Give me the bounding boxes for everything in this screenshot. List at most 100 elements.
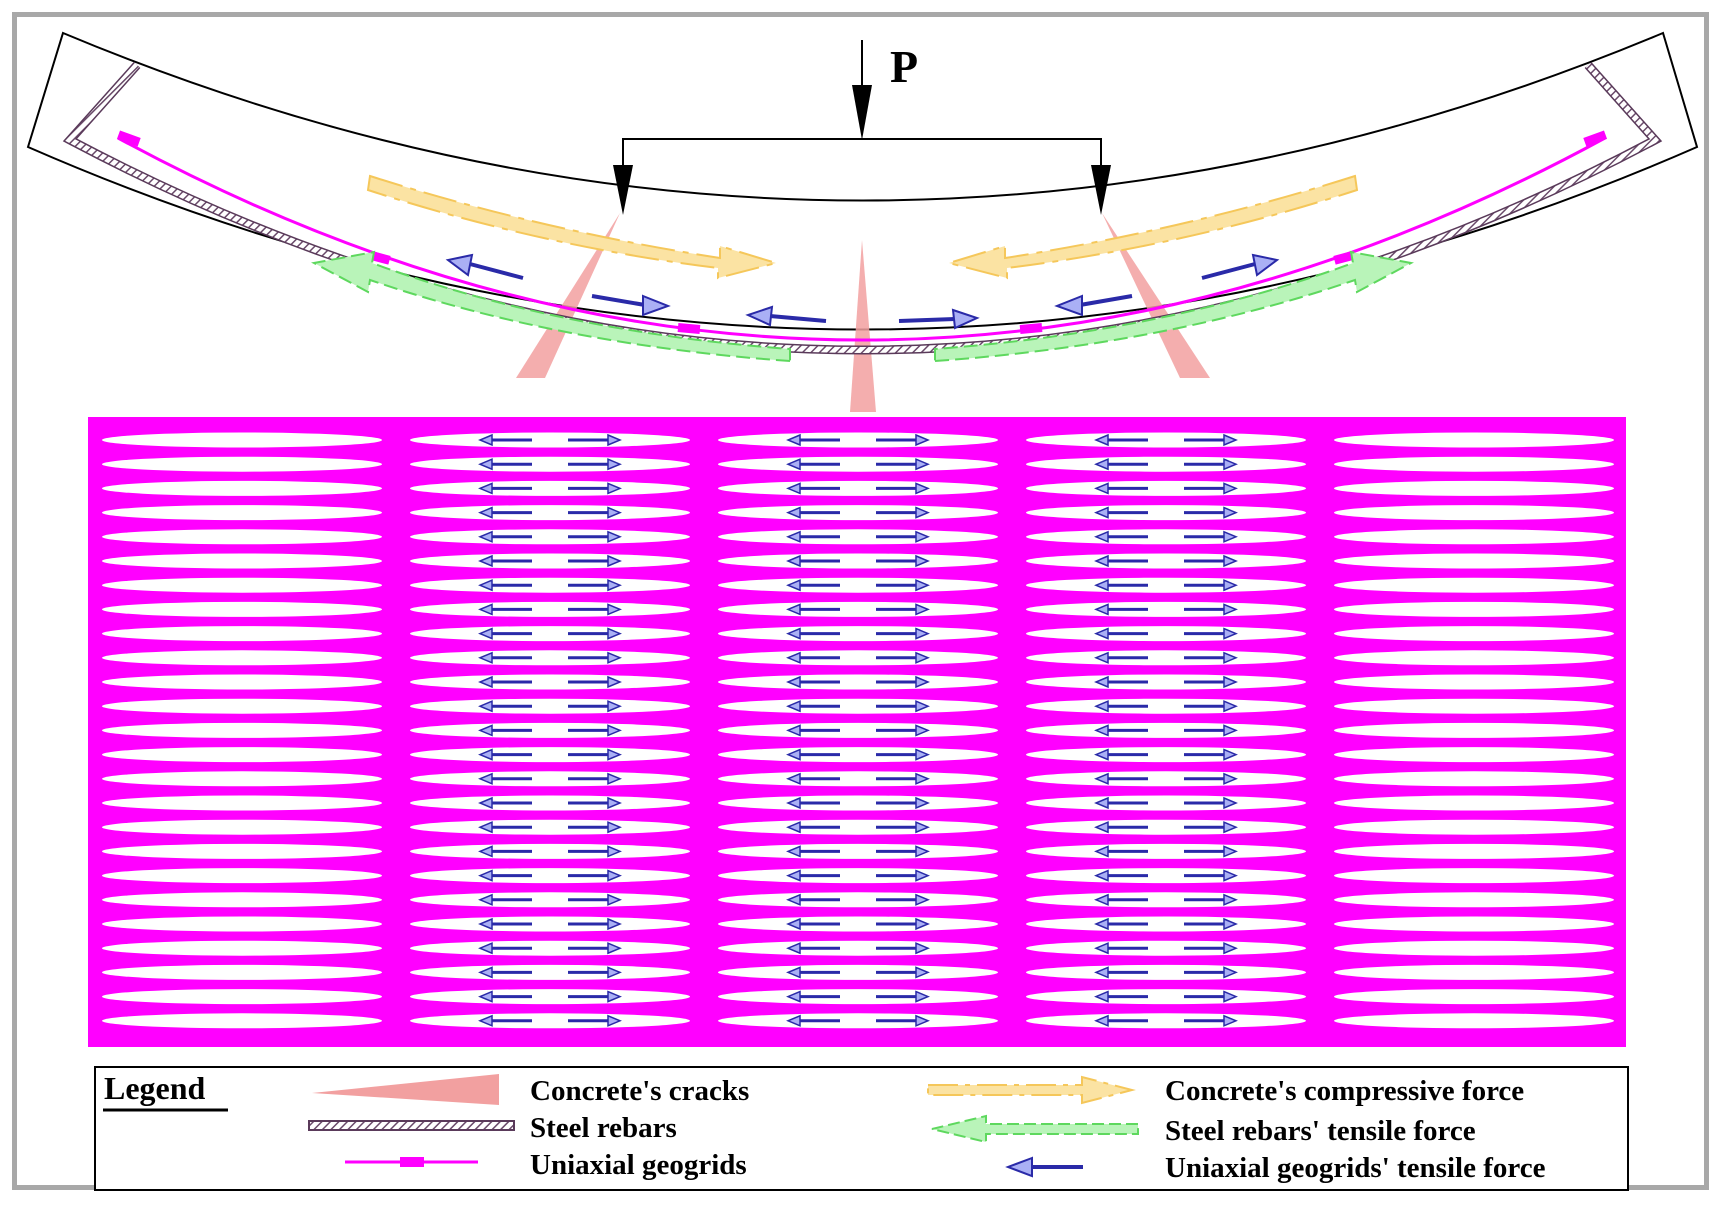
geogrid-tension-arrow — [1184, 796, 1238, 810]
geogrid-tension-arrow — [1184, 893, 1238, 906]
steel-tension-arrow-right — [934, 250, 1414, 363]
geogrid-tension-arrow — [876, 554, 930, 568]
geogrid-tension-arrow — [1094, 651, 1148, 664]
geogrid-aperture — [102, 771, 382, 787]
geogrid-tension-arrow — [1094, 917, 1148, 931]
geogrid-aperture — [718, 456, 998, 472]
geogrid-aperture — [102, 989, 382, 1005]
geogrid-aperture — [102, 819, 382, 835]
geogrid-tension-arrow — [568, 651, 622, 664]
geogrid-aperture — [1334, 1013, 1614, 1029]
geogrid-tension-arrow — [1184, 603, 1238, 616]
geogrid-tension-arrow — [786, 845, 840, 858]
curved-beam — [26, 31, 1699, 331]
compressive-force-arrows — [366, 174, 1359, 280]
geogrid-aperture — [410, 456, 690, 472]
geogrid-aperture — [102, 626, 382, 642]
geogrid-tension-arrow — [1184, 772, 1238, 785]
geogrid-aperture — [410, 505, 690, 521]
geogrid-tension-arrow — [568, 869, 622, 882]
geogrid-aperture — [1026, 819, 1306, 835]
geogrid-tension-arrow — [478, 530, 532, 543]
geogrid-tension-arrow — [1184, 530, 1238, 543]
geogrid-aperture — [718, 771, 998, 787]
beam-arrow-6 — [1201, 253, 1280, 280]
geogrid-aperture — [102, 432, 382, 448]
geogrid-tension-arrow — [568, 990, 622, 1003]
geogrid-aperture — [1334, 868, 1614, 884]
geogrid-tension-arrow — [478, 675, 532, 689]
geogrid-tension-arrow — [876, 990, 930, 1003]
geogrid-aperture — [1026, 771, 1306, 787]
geogrid-aperture — [1334, 505, 1614, 521]
geogrid-tension-arrow — [1094, 700, 1148, 713]
geogrid-tension-arrow — [568, 748, 622, 761]
geogrid-tension-arrow — [1184, 554, 1238, 568]
geogrid-aperture — [410, 940, 690, 956]
geogrid-aperture — [410, 916, 690, 932]
geogrid-tension-arrow — [1184, 458, 1238, 471]
geogrid-tension-arrow — [478, 845, 532, 858]
geogrid-aperture — [1026, 964, 1306, 980]
geogrid-aperture — [1334, 698, 1614, 714]
geogrid-aperture — [1026, 843, 1306, 859]
geogrid-aperture — [410, 577, 690, 593]
beam-arrow-3 — [745, 305, 827, 327]
beam-arrow-1 — [445, 253, 524, 280]
geogrid-tension-arrow — [786, 821, 840, 834]
geogrid-tension-arrow — [786, 772, 840, 785]
geogrid-tension-arrow — [1184, 966, 1238, 979]
geogrid-tension-arrow — [568, 506, 622, 519]
geogrid-aperture — [1026, 577, 1306, 593]
geogrid-aperture — [718, 964, 998, 980]
geogrid-aperture — [102, 892, 382, 908]
geogrid-aperture — [718, 747, 998, 763]
geogrid-aperture — [410, 868, 690, 884]
geogrid-tension-arrow — [876, 433, 930, 447]
geogrid-tension-arrow — [478, 917, 532, 931]
concrete-cracks — [516, 213, 1210, 412]
geogrid-tension-arrow — [786, 1014, 840, 1027]
geogrid-tension-arrow — [876, 603, 930, 616]
geogrid-tension-arrow — [786, 942, 840, 955]
geogrid-aperture — [1334, 480, 1614, 496]
geogrid-mesh-panel — [88, 417, 1626, 1047]
geogrid-tension-arrow — [876, 845, 930, 858]
geogrid-tension-arrow — [786, 796, 840, 810]
geogrid-tension-arrow — [1094, 724, 1148, 737]
geogrid-tension-arrow — [876, 942, 930, 955]
geogrid-tension-arrow — [478, 651, 532, 664]
geogrid-tension-arrow — [478, 772, 532, 785]
geogrid-line — [117, 136, 1606, 342]
geogrid-tension-arrow — [1094, 966, 1148, 979]
geogrid-tension-arrow — [568, 458, 622, 471]
geogrid-tension-arrow — [1094, 530, 1148, 543]
geogrid-aperture — [102, 553, 382, 569]
geogrid-tension-arrow — [1184, 700, 1238, 713]
geogrid-tension-arrow — [786, 724, 840, 737]
geogrid-aperture — [410, 553, 690, 569]
geogrid-aperture — [1026, 795, 1306, 811]
geogrid-aperture — [1026, 868, 1306, 884]
geogrid-tension-arrow — [1094, 506, 1148, 519]
geogrid-aperture — [1334, 432, 1614, 448]
geogrid-aperture — [410, 1013, 690, 1029]
geogrid-aperture — [718, 553, 998, 569]
geogrid-tension-arrow — [876, 700, 930, 713]
geogrid-tension-arrow — [568, 893, 622, 906]
geogrid-tension-arrow — [568, 675, 622, 689]
geogrid-tension-arrow — [1094, 554, 1148, 568]
geogrid-aperture — [1026, 650, 1306, 666]
geogrid-aperture — [102, 747, 382, 763]
support-left-arrowhead — [613, 165, 633, 215]
geogrid-tension-arrow — [786, 700, 840, 713]
geogrid-aperture — [102, 868, 382, 884]
geogrid-tension-arrow — [786, 433, 840, 447]
geogrid-aperture — [718, 892, 998, 908]
geogrid-aperture — [718, 795, 998, 811]
geogrid-aperture — [1334, 771, 1614, 787]
geogrid-tension-arrow — [786, 869, 840, 882]
geogrid-tension-arrow — [786, 506, 840, 519]
geogrid-tension-arrow — [786, 627, 840, 640]
geogrid-tension-arrow — [876, 1014, 930, 1027]
